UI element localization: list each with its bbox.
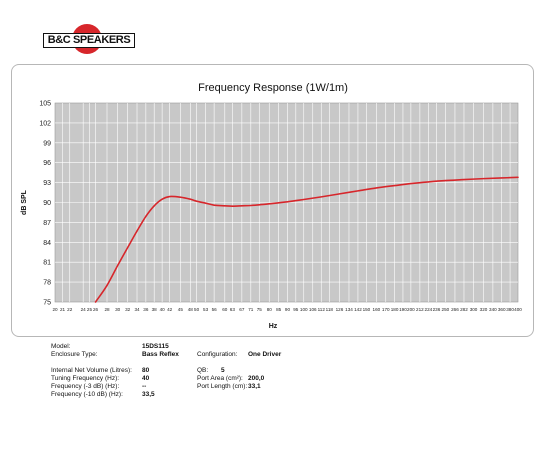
frequency-response-chart: Frequency Response (1W/1m)20 21 22 24 25 26 28… [21,82,522,330]
x-tick-label: 20 [52,307,58,312]
x-tick-label: 340 [489,307,497,312]
y-tick-label: 102 [39,120,51,127]
port-length-value: 33,1 [248,383,261,390]
x-tick-label: 320 [480,307,488,312]
x-tick-label: 28 [104,307,110,312]
x-tick-label: 160 [373,307,381,312]
x-tick-label: 190 [399,307,407,312]
x-tick-label: 32 [125,307,131,312]
configuration-label: Configuration: [197,351,238,358]
x-tick-label: 250 [442,307,450,312]
model-label: Model: [51,343,71,350]
x-tick-label: 134 [345,307,353,312]
x-tick-label: 21 [60,307,66,312]
x-tick-label: 224 [425,307,433,312]
x-tick-label: 80 [267,307,273,312]
x-tick-label: 142 [354,307,362,312]
response-curve [94,176,519,303]
x-tick-label: 75 [257,307,263,312]
y-tick-label: 90 [43,200,51,207]
x-tick-label: 300 [470,307,478,312]
x-tick-label: 400 [514,307,522,312]
y-tick-label: 96 [43,160,51,167]
x-tick-label: 50 [194,307,200,312]
x-tick-label: 40 [160,307,166,312]
x-tick-label: 26 [93,307,99,312]
x-tick-label: 112 [318,307,326,312]
y-tick-label: 78 [43,280,51,287]
qb-label: QB: [197,367,209,374]
x-tick-label: 118 [326,307,334,312]
x-tick-label: 24 [81,307,87,312]
qb-value: 5 [221,367,225,374]
port-area-value: 200,0 [248,375,265,382]
x-tick-label: 380 [506,307,514,312]
x-tick-label: 25 [87,307,93,312]
x-tick-label: 60 [222,307,228,312]
x-tick-label: 126 [336,307,344,312]
model-value: 15DS115 [142,343,169,350]
f10-value: 33,5 [142,391,155,398]
enclosure-label: Enclosure Type: [51,351,98,358]
brand-logo: B&C SPEAKERS [43,24,135,54]
x-tick-label: 67 [239,307,245,312]
port-area-label: Port Area (cm²): [197,375,243,382]
tuning-label: Tuning Frequency (Hz): [51,375,120,382]
chart-frame: Frequency Response (1W/1m) 20 21 22 24 25 26 28… [11,64,534,337]
x-tick-label: 22 [67,307,73,312]
f3-label: Frequency (-3 dB) (Hz): [51,383,120,390]
enclosure-value: Bass Reflex [142,351,179,358]
y-tick-label: 87 [43,220,51,227]
x-tick-label: 150 [363,307,371,312]
x-tick-label: 53 [203,307,209,312]
x-tick-label: 90 [285,307,291,312]
x-tick-label: 100 [300,307,308,312]
x-tick-label: 38 [152,307,158,312]
y-tick-label: 105 [39,101,51,108]
x-tick-label: 266 [451,307,459,312]
x-tick-label: 45 [178,307,184,312]
port-length-label: Port Length (cm): [197,383,248,390]
x-tick-label: 360 [498,307,506,312]
x-tick-label: 180 [391,307,399,312]
y-tick-label: 84 [43,240,51,247]
volume-label: Internal Net Volume (Litres): [51,367,132,374]
configuration-value: One Driver [248,351,282,358]
x-tick-label: 106 [309,307,317,312]
logo-text: B&C SPEAKERS [43,33,135,48]
x-tick-label: 56 [212,307,218,312]
x-tick-label: 42 [167,307,173,312]
x-tick-label: 30 [115,307,121,312]
y-tick-label: 75 [43,300,51,307]
f3-value: -- [142,383,147,390]
x-tick-label: 85 [276,307,282,312]
x-tick-label: 95 [293,307,299,312]
x-tick-label: 63 [230,307,236,312]
x-axis-label: Hz [269,323,278,330]
x-tick-label: 170 [382,307,390,312]
x-tick-label: 36 [143,307,149,312]
tuning-value: 40 [142,375,150,382]
x-tick-label: 34 [134,307,140,312]
x-tick-label: 48 [188,307,194,312]
x-tick-label: 71 [248,307,254,312]
x-tick-label: 212 [416,307,424,312]
volume-value: 80 [142,367,150,374]
y-axis-label: dB SPL [21,189,28,215]
chart-title: Frequency Response (1W/1m) [198,82,348,94]
y-tick-label: 99 [43,140,51,147]
x-tick-label: 200 [407,307,415,312]
y-tick-label: 81 [43,260,51,267]
x-tick-label: 236 [433,307,441,312]
x-tick-label: 282 [460,307,468,312]
f10-label: Frequency (-10 dB) (Hz): [51,391,123,398]
y-tick-label: 93 [43,180,51,187]
